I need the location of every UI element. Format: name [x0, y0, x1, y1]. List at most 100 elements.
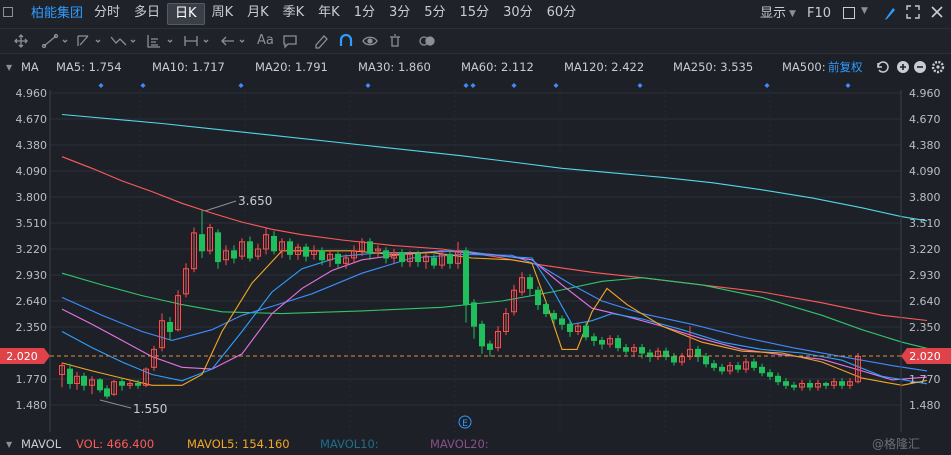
wave-tool-icon[interactable] [110, 36, 127, 46]
candle-body [295, 246, 301, 255]
tab-5分[interactable]: 5分 [424, 5, 446, 20]
candle-body [495, 330, 501, 349]
event-marker[interactable] [238, 83, 244, 88]
event-marker[interactable] [511, 83, 517, 88]
channel-tool-icon[interactable] [77, 35, 89, 46]
chevron-down-icon[interactable]: ▼ [6, 440, 13, 449]
stock-name[interactable]: 柏能集团 [31, 6, 84, 21]
event-marker[interactable] [764, 83, 770, 88]
chevron-down-icon[interactable] [130, 39, 136, 43]
tab-1分[interactable]: 1分 [353, 5, 375, 20]
tab-3分[interactable]: 3分 [388, 5, 411, 20]
ma-line-ma5 [61, 250, 928, 386]
mavol20-value: MAVOL20: [430, 437, 489, 451]
candle-body [839, 381, 845, 386]
candle-body [463, 250, 469, 306]
candle-body [343, 257, 349, 264]
candle-body [319, 250, 325, 261]
tab-月K[interactable]: 月K [247, 5, 269, 20]
y-tick-label-right: 1.480 [909, 399, 941, 412]
eraser-icon[interactable] [315, 35, 328, 49]
arrow-left-icon[interactable] [221, 36, 234, 46]
chevron-down-icon[interactable] [203, 39, 209, 43]
zoom-in-icon[interactable] [897, 61, 909, 73]
candle-body [543, 304, 549, 315]
fibonacci-tool-icon[interactable] [147, 35, 160, 48]
close-icon[interactable] [930, 5, 944, 22]
tab-30分[interactable]: 30分 [503, 5, 533, 20]
tab-60分[interactable]: 60分 [546, 5, 577, 20]
candle-body [631, 347, 637, 352]
tab-15分[interactable]: 15分 [459, 5, 490, 20]
candle-body [751, 361, 757, 368]
display-menu[interactable]: 显示 ▼ [760, 4, 796, 24]
tab-年K[interactable]: 年K [318, 5, 340, 20]
y-tick-label-left: 3.220 [16, 243, 48, 256]
y-tick-label-left: 2.640 [16, 295, 48, 308]
candle-body [191, 232, 197, 270]
kline-chart[interactable]: 3.650 1.550 4.960 4.960 4.670 4.670 4.380 4.3… [0, 78, 951, 433]
event-marker[interactable] [470, 83, 476, 88]
earnings-marker[interactable]: E [458, 415, 472, 429]
tab-周K[interactable]: 周K [211, 5, 234, 20]
comment-icon[interactable] [283, 35, 297, 49]
event-marker[interactable] [553, 83, 559, 88]
undo-icon[interactable] [877, 61, 889, 73]
ma-line-ma250 [61, 113, 928, 222]
event-marker[interactable] [637, 83, 643, 88]
candle-body [399, 252, 405, 263]
event-marker[interactable] [98, 83, 104, 88]
candle-body [183, 268, 189, 295]
text-tool-button[interactable]: Aa [257, 33, 274, 48]
expand-icon[interactable] [906, 5, 920, 22]
candle-body [111, 381, 117, 395]
tab-季K[interactable]: 季K [282, 5, 305, 20]
candle-body [575, 325, 581, 332]
chevron-down-icon[interactable] [95, 39, 101, 43]
event-marker[interactable] [365, 83, 371, 88]
ma-line-ma60 [61, 272, 928, 349]
event-marker[interactable] [140, 83, 146, 88]
candle-body [711, 363, 717, 368]
candle-body [167, 322, 173, 332]
tab-日K[interactable]: 日K [167, 3, 205, 25]
candle-body [471, 302, 477, 327]
eye-icon[interactable] [362, 36, 378, 46]
square-icon[interactable] [843, 7, 855, 19]
candle-body [223, 250, 229, 261]
y-tick-label-right: 2.640 [909, 295, 941, 308]
crosshair-icon[interactable] [14, 34, 28, 48]
pen-icon[interactable] [883, 5, 897, 24]
candle-body [303, 246, 309, 257]
sidebar-toggle-icon[interactable] [3, 7, 13, 17]
high-price-label: 3.650 [238, 194, 272, 208]
chevron-down-icon[interactable] [62, 39, 68, 43]
period-tab-bar: 柏能集团 分时 多日 日K 周K 月K 季K 年K 1分 3分 5分 15分 30分 60分 显示 ▼ … [0, 0, 951, 29]
candlesticks [59, 210, 861, 399]
magnet-icon[interactable] [339, 33, 353, 46]
price-adjust-button[interactable]: 前复权 [828, 60, 863, 74]
measure-tool-icon[interactable] [184, 36, 198, 46]
candle-body [97, 379, 103, 391]
candle-body [89, 379, 95, 386]
y-tick-label-right: 4.090 [909, 165, 941, 178]
candle-body [679, 356, 685, 363]
zoom-out-icon[interactable] [914, 61, 926, 73]
lock-toggle-icon[interactable] [419, 36, 435, 46]
candle-body [255, 248, 261, 257]
line-tool-icon[interactable] [41, 33, 59, 49]
tab-分时[interactable]: 分时 [94, 5, 121, 20]
chevron-down-icon[interactable]: ▼ [6, 63, 13, 72]
event-marker[interactable] [845, 83, 851, 88]
candle-body [687, 348, 693, 358]
f10-button[interactable]: F10 [807, 6, 832, 21]
settings-icon[interactable] [931, 60, 945, 74]
candle-body [663, 350, 669, 358]
chevron-down-icon[interactable] [167, 39, 173, 43]
candle-body [127, 382, 133, 386]
event-marker[interactable] [463, 83, 469, 88]
trash-icon[interactable] [390, 34, 400, 47]
tab-多日[interactable]: 多日 [134, 5, 161, 20]
candle-body [215, 232, 221, 263]
chevron-down-icon[interactable] [239, 39, 245, 43]
